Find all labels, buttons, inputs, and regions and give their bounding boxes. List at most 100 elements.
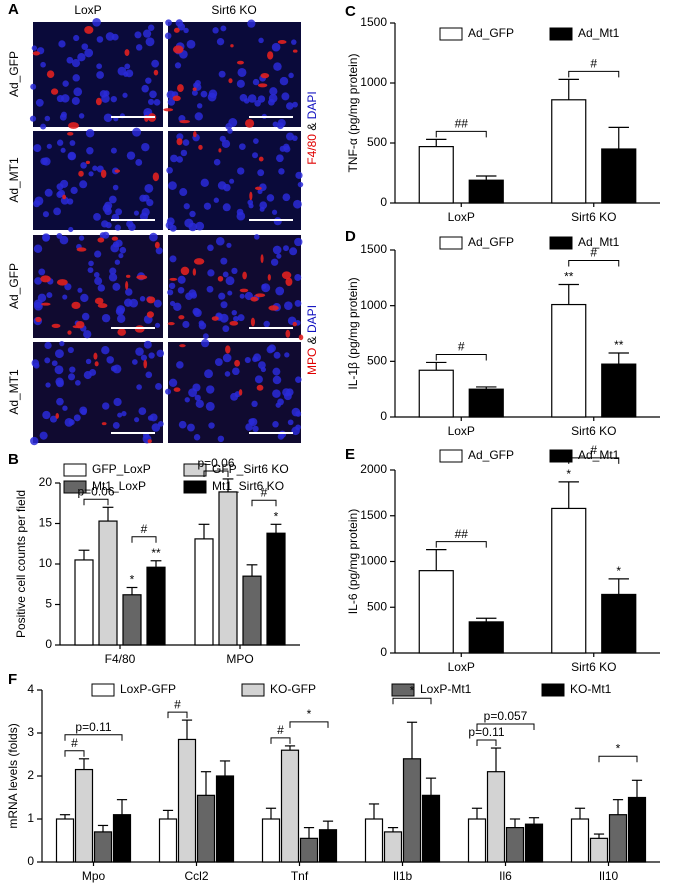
significance-label: # [590, 246, 597, 260]
stain-spot [62, 194, 67, 200]
stain-spot [40, 275, 51, 283]
legend-label: GFP_LoxP [92, 462, 151, 476]
nucleus [292, 101, 298, 108]
significance-mark: * [616, 564, 621, 578]
nucleus [79, 180, 88, 189]
nucleus [54, 365, 64, 375]
bar [551, 507, 587, 654]
stain-spot [193, 131, 197, 138]
nucleus [93, 212, 101, 221]
nucleus [102, 204, 111, 213]
nucleus [84, 48, 94, 58]
micrograph-bg [168, 22, 301, 127]
legend-swatch [439, 449, 463, 463]
nucleus [118, 253, 124, 259]
nucleus [81, 312, 90, 321]
nucleus [60, 179, 69, 188]
bar [196, 794, 216, 863]
nucleus [295, 410, 302, 417]
significance-label: p=0.06 [77, 484, 114, 498]
y-tick-label: 1000 [360, 75, 387, 89]
y-tick-label: 2 [27, 768, 34, 782]
nucleus [93, 272, 100, 278]
significance-bracket [83, 498, 109, 506]
nucleus [135, 44, 143, 51]
stain-spot [78, 170, 84, 177]
nucleus [94, 277, 103, 285]
stain-spot [285, 329, 291, 338]
stain-spot [255, 293, 266, 298]
nucleus [173, 302, 182, 312]
nucleus [295, 376, 302, 383]
nucleus [176, 361, 184, 369]
nucleus [112, 282, 121, 291]
x-tick-label: Tnf [291, 869, 309, 883]
y-tick-label: 1000 [360, 298, 387, 312]
x-tick-label: LoxP [448, 210, 475, 224]
nucleus [103, 113, 113, 123]
nucleus [78, 235, 85, 241]
nucleus [273, 351, 281, 359]
stain-spot [267, 274, 271, 281]
nucleus [252, 425, 259, 433]
nucleus [258, 361, 266, 369]
y-tick-label: 15 [39, 516, 53, 530]
panel-label: D [345, 228, 356, 245]
nucleus [222, 325, 230, 333]
nucleus [223, 183, 231, 192]
nucleus [114, 224, 121, 231]
nucleus [44, 115, 51, 122]
nucleus [170, 154, 178, 163]
stain-spot [285, 277, 293, 287]
significance-label: # [174, 697, 181, 711]
nucleus [39, 431, 48, 440]
nucleus [96, 36, 104, 43]
nucleus [67, 152, 76, 160]
bar [74, 768, 94, 863]
bar [468, 621, 504, 654]
significance-label: p=0.06 [197, 456, 234, 470]
significance-bracket [476, 739, 497, 747]
nucleus [216, 38, 225, 46]
bar [570, 818, 590, 863]
row-label: Ad_MT1 [7, 369, 21, 415]
nucleus [101, 94, 110, 103]
y-tick-label: 500 [367, 135, 387, 149]
stain-spot [258, 156, 264, 162]
nucleus [273, 217, 282, 226]
nucleus [168, 378, 178, 387]
nucleus [257, 169, 265, 177]
y-tick-label: 0 [380, 409, 387, 423]
bar [55, 818, 75, 863]
nucleus [108, 273, 118, 282]
nucleus [115, 208, 123, 216]
nucleus [138, 407, 147, 415]
micrograph [167, 234, 304, 341]
nucleus [126, 220, 134, 228]
significance-mark: ** [151, 546, 161, 560]
nucleus [113, 397, 122, 407]
nucleus [193, 433, 201, 441]
nucleus [276, 253, 282, 259]
nucleus [129, 298, 139, 308]
bar [627, 796, 647, 863]
stain-label: MPO & DAPI [305, 305, 319, 375]
stain-spot [41, 302, 51, 306]
bar [468, 388, 504, 418]
nucleus [177, 275, 186, 284]
nucleus [224, 371, 231, 377]
stain-spot [257, 83, 268, 88]
nucleus [236, 79, 245, 88]
legend-label: GFP_Sirt6 KO [212, 462, 289, 476]
nucleus [31, 45, 38, 51]
x-tick-label: Il1b [393, 869, 413, 883]
nucleus [87, 267, 94, 274]
stain-spot [192, 268, 197, 276]
stain-spot [178, 315, 185, 320]
legend-swatch [91, 683, 115, 697]
nucleus [200, 178, 209, 187]
nucleus [258, 37, 264, 44]
stain-spot [239, 288, 249, 293]
stain-spot [153, 69, 159, 76]
nucleus [147, 98, 155, 105]
